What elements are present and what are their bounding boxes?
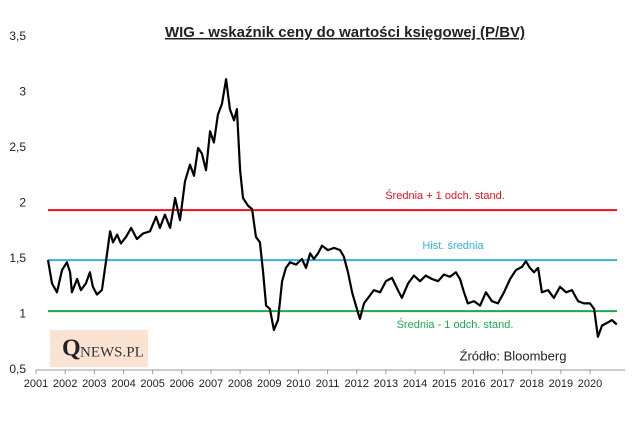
x-tick-label: 2001 (24, 378, 48, 390)
x-tick-label: 2014 (403, 378, 427, 390)
y-tick-label: 3 (19, 85, 26, 99)
x-tick-label: 2008 (228, 378, 252, 390)
x-tick-label: 2007 (199, 378, 223, 390)
y-tick-label: 2,5 (9, 140, 26, 154)
y-tick-label: 1,5 (9, 251, 26, 265)
reference-label: Średnia + 1 odch. stand. (385, 189, 505, 202)
x-tick-label: 2004 (111, 378, 135, 390)
x-tick-label: 2003 (82, 378, 106, 390)
logo-box (50, 330, 148, 367)
x-tick-label: 2016 (461, 378, 485, 390)
logo-text: NEWS.PL (80, 344, 144, 360)
x-tick-label: 2012 (345, 378, 369, 390)
reference-label: Średnia - 1 odch. stand. (397, 318, 514, 331)
logo-q: Q (62, 336, 81, 362)
y-tick-label: 1 (19, 307, 26, 321)
y-tick-label: 0,5 (9, 362, 26, 376)
x-tick-label: 2010 (286, 378, 310, 390)
reference-label: Hist. średnia (422, 240, 484, 252)
x-tick-label: 2015 (432, 378, 456, 390)
data-line (46, 78, 618, 338)
x-tick-label: 2018 (519, 378, 543, 390)
x-tick-label: 2020 (578, 378, 602, 390)
x-tick-label: 2006 (170, 378, 194, 390)
x-tick-label: 2011 (316, 378, 340, 390)
x-tick-label: 2005 (140, 378, 164, 390)
y-tick-label: 2 (19, 196, 26, 210)
x-tick-label: 2002 (53, 378, 77, 390)
chart-title: WIG - wskaźnik ceny do wartości księgowe… (165, 24, 525, 41)
x-tick-label: 2009 (257, 378, 281, 390)
x-tick-label: 2017 (490, 378, 514, 390)
source: Źródło: Bloomberg (460, 348, 567, 363)
x-tick-label: 2013 (374, 378, 398, 390)
y-tick-label: 3,5 (9, 29, 26, 43)
x-tick-label: 2019 (549, 378, 573, 390)
